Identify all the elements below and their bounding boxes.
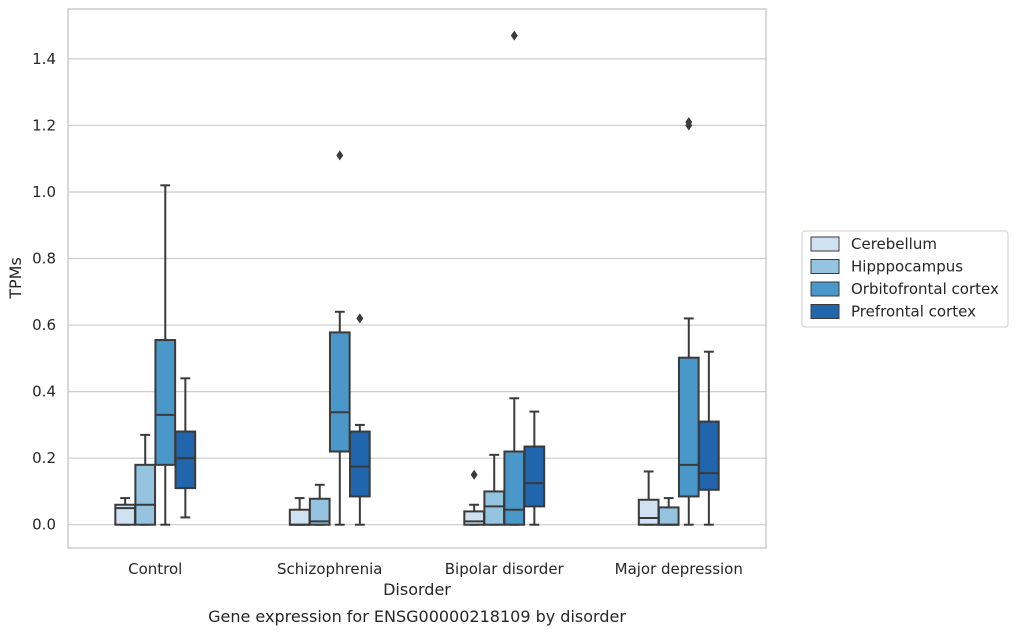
box-prefrontal-cortex bbox=[174, 377, 197, 519]
box-body bbox=[308, 497, 331, 526]
plot-frame bbox=[67, 8, 767, 549]
outlier-point bbox=[336, 150, 344, 161]
box-orbitofrontal-cortex bbox=[328, 150, 351, 526]
box-prefrontal-cortex bbox=[349, 313, 371, 526]
x-axis-label: Disorder bbox=[383, 580, 451, 599]
box-hipppocampus bbox=[308, 483, 331, 526]
box-hipppocampus bbox=[483, 453, 506, 526]
legend: Cerebellum Hipppocampus Orbitofrontal cort… bbox=[801, 230, 1009, 328]
y-tick-label: 1.2 bbox=[32, 116, 56, 134]
boxes bbox=[114, 30, 720, 526]
legend-swatch bbox=[810, 236, 840, 252]
x-tick-label: Major depression bbox=[615, 560, 743, 578]
box-body bbox=[349, 430, 371, 498]
box-orbitofrontal-cortex bbox=[154, 184, 177, 526]
chart-caption: Gene expression for ENSG00000218109 by d… bbox=[208, 607, 626, 626]
y-tick-label: 0.0 bbox=[32, 516, 56, 534]
box-prefrontal-cortex bbox=[698, 350, 720, 526]
box-body bbox=[657, 506, 680, 526]
outlier-point bbox=[470, 469, 478, 480]
box-body bbox=[483, 490, 506, 526]
y-tick-label: 0.8 bbox=[32, 250, 56, 268]
y-tick-label: 1.0 bbox=[32, 183, 56, 201]
box-body bbox=[463, 510, 485, 526]
y-tick-label: 0.4 bbox=[32, 383, 56, 401]
box-body bbox=[677, 356, 700, 498]
y-axis-label: TPMs bbox=[6, 257, 25, 300]
x-tick-labels: Control Schizophrenia Bipolar disorder Majo… bbox=[128, 560, 743, 578]
plot-area-border bbox=[67, 8, 767, 549]
legend-swatch bbox=[810, 281, 840, 297]
box-cerebellum bbox=[637, 470, 660, 526]
box-body bbox=[288, 508, 311, 526]
legend-swatch bbox=[810, 304, 840, 319]
y-tick-label: 0.6 bbox=[32, 316, 56, 334]
y-tick-label: 0.2 bbox=[32, 449, 56, 467]
box-body bbox=[134, 463, 157, 526]
outlier-point bbox=[356, 313, 364, 324]
box-body bbox=[154, 339, 177, 466]
x-tick-label: Control bbox=[128, 560, 182, 578]
outlier-point bbox=[510, 30, 518, 41]
box-cerebellum bbox=[114, 497, 136, 526]
legend-label: Cerebellum bbox=[851, 235, 937, 253]
box-orbitofrontal-cortex bbox=[503, 30, 526, 526]
outlier-point bbox=[685, 117, 693, 128]
box-body bbox=[174, 430, 197, 490]
box-body bbox=[523, 445, 546, 508]
box-hipppocampus bbox=[134, 433, 157, 526]
x-tick-label: Schizophrenia bbox=[277, 560, 382, 578]
box-body bbox=[328, 331, 351, 453]
box-cerebellum bbox=[463, 469, 485, 526]
box-body bbox=[637, 498, 660, 526]
box-orbitofrontal-cortex bbox=[677, 117, 700, 526]
box-body bbox=[698, 420, 720, 491]
box-prefrontal-cortex bbox=[523, 410, 546, 526]
y-tick-label: 1.4 bbox=[32, 50, 56, 68]
legend-label: Prefrontal cortex bbox=[851, 303, 976, 321]
legend-label: Orbitofrontal cortex bbox=[851, 280, 999, 298]
y-tick-labels: 0.0 0.2 0.4 0.6 0.8 1.0 1.2 1.4 bbox=[32, 50, 56, 534]
box-cerebellum bbox=[288, 497, 311, 526]
box-body bbox=[503, 450, 526, 526]
x-tick-label: Bipolar disorder bbox=[445, 560, 565, 578]
legend-label: Hipppocampus bbox=[851, 258, 963, 276]
legend-frame bbox=[801, 230, 1009, 328]
legend-swatch bbox=[810, 259, 840, 274]
box-hipppocampus bbox=[657, 497, 680, 526]
